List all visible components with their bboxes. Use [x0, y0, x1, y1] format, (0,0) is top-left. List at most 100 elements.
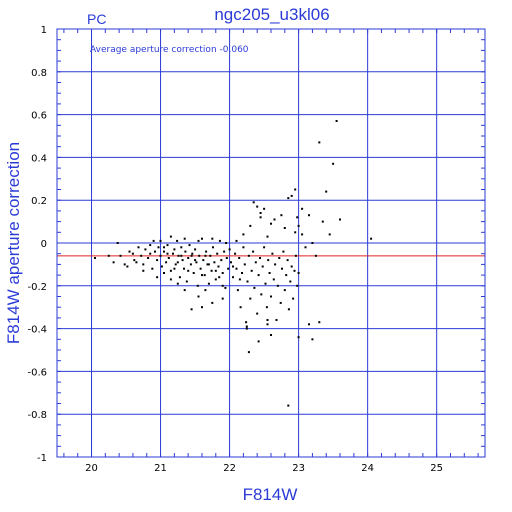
data-point — [163, 272, 165, 274]
x-axis-title: F814W — [243, 485, 298, 504]
data-point — [241, 272, 243, 274]
chart-title: ngc205_u3kl06 — [214, 5, 329, 24]
data-point — [194, 259, 197, 262]
data-point — [224, 286, 227, 289]
data-point — [252, 250, 255, 253]
data-point — [159, 239, 162, 242]
data-point — [209, 254, 212, 257]
data-point — [292, 297, 295, 300]
data-point — [250, 269, 253, 272]
data-point — [314, 254, 317, 257]
data-point — [335, 120, 338, 122]
data-point — [275, 319, 278, 321]
data-point — [238, 278, 241, 281]
y-tick-labels: 1 0.8 0.6 0.4 0.2 0 -0.2 -0.4 -0.6 -0.8 -1 — [27, 25, 47, 464]
data-point — [254, 261, 257, 264]
data-point — [197, 295, 200, 298]
data-point — [286, 259, 289, 262]
data-point — [94, 257, 96, 259]
data-point — [144, 248, 147, 251]
data-point — [276, 284, 279, 287]
data-point — [194, 248, 197, 251]
data-point — [293, 269, 296, 272]
data-point — [281, 267, 283, 270]
data-point — [263, 207, 266, 210]
data-point — [221, 272, 224, 274]
data-point — [160, 265, 163, 268]
data-point — [249, 224, 252, 227]
data-point — [157, 246, 160, 249]
data-point — [183, 237, 186, 240]
data-point — [107, 254, 110, 257]
data-point — [195, 261, 198, 264]
data-point — [156, 259, 159, 262]
data-point — [218, 276, 221, 279]
data-point — [230, 261, 232, 264]
data-point — [216, 252, 219, 255]
data-point — [126, 265, 129, 268]
data-point — [247, 351, 250, 354]
data-point — [266, 319, 269, 321]
data-point — [213, 261, 216, 264]
data-point — [180, 246, 183, 249]
data-point — [205, 250, 208, 253]
y-tick-label: -1 — [37, 453, 47, 464]
data-point — [235, 267, 238, 270]
y-axis-title: F814W aperture correction — [4, 142, 23, 344]
data-point — [332, 162, 335, 165]
x-tick-label: 20 — [85, 463, 98, 474]
data-point — [169, 269, 172, 272]
data-point — [203, 274, 206, 277]
data-point — [239, 306, 242, 309]
data-point — [223, 250, 226, 253]
data-point — [140, 254, 143, 257]
data-point — [308, 323, 310, 326]
data-point — [259, 212, 262, 214]
data-point — [287, 308, 290, 311]
data-point — [261, 265, 264, 268]
data-point — [169, 235, 172, 238]
data-point — [296, 216, 299, 219]
data-point — [135, 261, 138, 264]
corner-label: PC — [87, 11, 106, 27]
data-point — [165, 261, 168, 264]
data-point — [283, 289, 286, 292]
data-point — [294, 188, 297, 191]
data-point — [304, 246, 307, 249]
data-point — [246, 280, 249, 283]
data-point — [167, 257, 170, 259]
data-point — [199, 267, 202, 270]
data-point — [201, 306, 203, 309]
data-point — [268, 272, 271, 274]
data-point — [196, 284, 199, 287]
data-point — [287, 197, 290, 200]
data-point — [225, 257, 228, 259]
data-point — [280, 214, 283, 217]
data-point — [232, 276, 234, 279]
data-point — [189, 263, 192, 266]
data-point — [263, 246, 266, 249]
data-point — [308, 214, 310, 217]
data-point — [285, 274, 288, 277]
data-point — [328, 233, 331, 236]
data-point — [264, 282, 267, 285]
data-point — [278, 257, 281, 259]
data-point — [149, 252, 152, 255]
data-point — [339, 218, 341, 221]
data-point — [266, 235, 269, 238]
data-point — [172, 252, 174, 255]
data-point — [245, 321, 248, 324]
data-point — [159, 254, 162, 257]
data-point — [290, 265, 293, 268]
data-point — [245, 327, 248, 330]
data-point — [279, 301, 282, 304]
data-point — [187, 257, 190, 259]
data-point — [131, 252, 134, 255]
data-point — [173, 267, 176, 270]
data-point — [297, 336, 300, 339]
data-point — [301, 233, 304, 236]
data-point — [211, 237, 214, 240]
data-point — [234, 252, 237, 255]
data-point — [217, 265, 220, 268]
data-point — [204, 254, 207, 257]
